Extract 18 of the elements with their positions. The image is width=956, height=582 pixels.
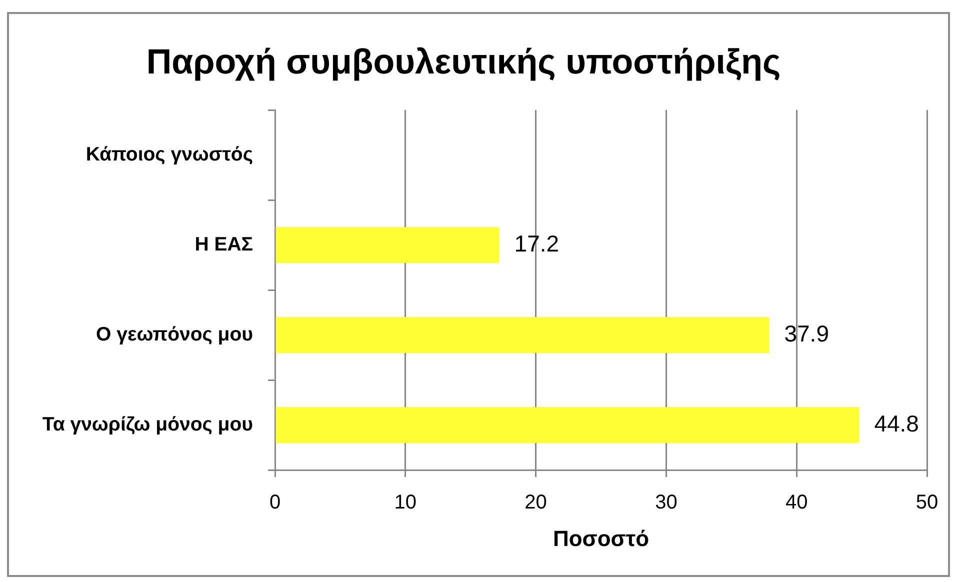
y-tick-label: Ο γεωπόνος μου	[96, 323, 253, 346]
x-axis-title: Ποσοστό	[552, 526, 650, 551]
data-label: 17.2	[514, 230, 560, 256]
x-tick-label: 20	[524, 492, 547, 514]
bar	[276, 317, 770, 353]
x-tick-label: 40	[785, 492, 808, 514]
y-tick-label: Η ΕΑΣ	[194, 233, 254, 256]
data-label: 44.8	[874, 410, 919, 436]
y-tick-label: Κάποιος γνωστός	[86, 143, 253, 166]
data-label: 37.9	[784, 320, 829, 346]
chart-title: Παροχή συμβουλευτικής υποστήριξης	[146, 42, 781, 82]
x-tick-label: 10	[394, 492, 417, 514]
x-tick-label: 30	[655, 492, 678, 514]
bar	[276, 227, 500, 263]
y-tick-label: Τα γνωρίζω μόνος μου	[42, 413, 253, 436]
bar	[276, 407, 860, 443]
x-tick-label: 0	[269, 492, 281, 514]
x-tick-label: 50	[916, 492, 938, 514]
